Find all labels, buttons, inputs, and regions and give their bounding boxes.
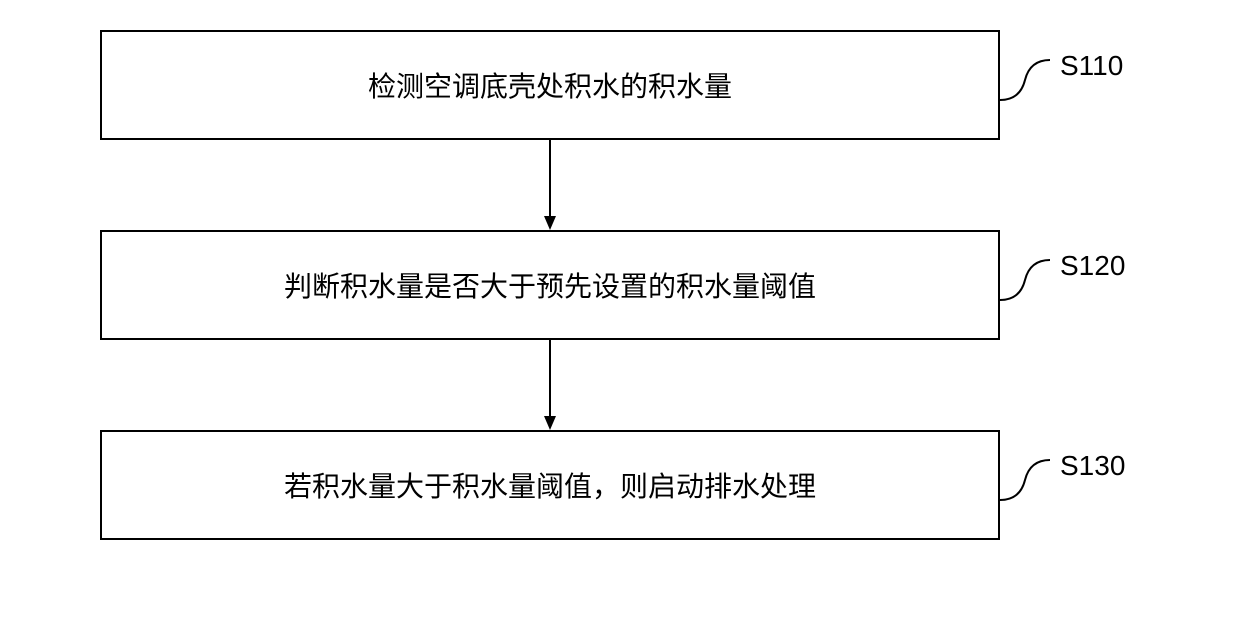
label-curve-s120 [1000, 230, 1060, 310]
step-label-s130: S130 [1060, 450, 1125, 482]
label-curve-s110 [1000, 30, 1060, 110]
step-text: 判断积水量是否大于预先设置的积水量阈值 [274, 265, 826, 305]
arrow-connector-2 [540, 340, 560, 432]
arrow-connector-1 [540, 140, 560, 232]
step-text: 若积水量大于积水量阈值，则启动排水处理 [274, 465, 826, 505]
step-label-s110: S110 [1060, 50, 1123, 82]
step-label-s120: S120 [1060, 250, 1125, 282]
flowchart-step-s130: 若积水量大于积水量阈值，则启动排水处理 [100, 430, 1000, 540]
flowchart-step-s110: 检测空调底壳处积水的积水量 [100, 30, 1000, 140]
step-text: 检测空调底壳处积水的积水量 [358, 65, 742, 105]
flowchart-step-s120: 判断积水量是否大于预先设置的积水量阈值 [100, 230, 1000, 340]
label-curve-s130 [1000, 430, 1060, 510]
